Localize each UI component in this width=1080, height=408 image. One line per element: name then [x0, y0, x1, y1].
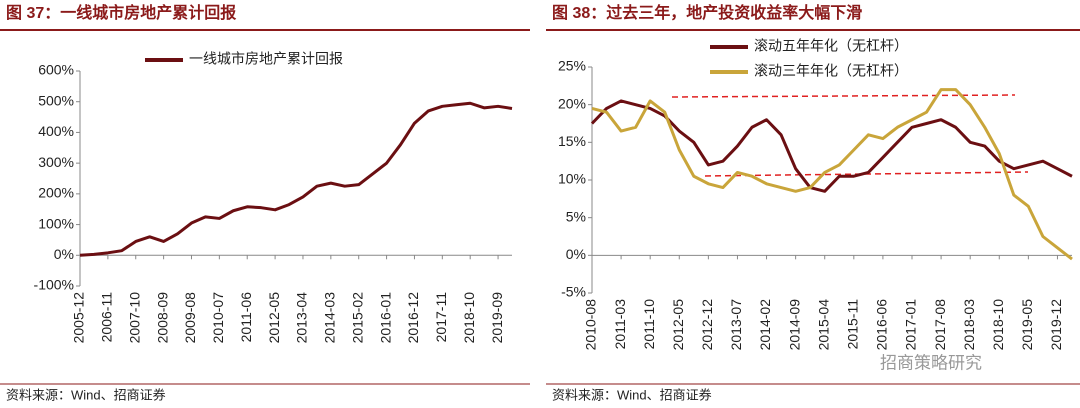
series-line	[590, 99, 1073, 193]
y-tick-label: 400%	[38, 123, 74, 139]
x-tick-label: 2011-10	[641, 299, 657, 350]
watermark: 招商策略研究	[880, 353, 982, 372]
x-tick-label: 2015-11	[845, 299, 861, 350]
x-tick-label: 2013-04	[294, 292, 310, 344]
source: 资料来源：Wind、招商证券	[6, 387, 166, 402]
x-tick-label: 2018-10	[461, 292, 477, 344]
x-tick-label: 2012-12	[699, 299, 715, 351]
y-tick-label: 5%	[566, 208, 586, 224]
x-tick-label: 2019-09	[489, 292, 505, 344]
y-tick-label: 10%	[558, 171, 586, 187]
series-line	[79, 101, 513, 257]
y-tick-label: 100%	[38, 215, 74, 231]
y-tick-label: 600%	[38, 62, 74, 78]
legend-label: 滚动五年年化（无杠杆）	[754, 38, 908, 54]
y-tick-label: -100%	[34, 277, 74, 293]
y-tick-label: 200%	[38, 185, 74, 201]
y-tick-label: 0%	[54, 246, 74, 262]
series-line	[591, 88, 1073, 261]
legend-label: 滚动三年年化（无杠杆）	[754, 63, 908, 79]
y-tick-label: 0%	[566, 246, 586, 262]
x-tick-label: 2013-07	[728, 299, 744, 351]
x-tick-label: 2008-09	[154, 292, 170, 344]
x-tick-label: 2009-08	[182, 292, 198, 344]
y-tick-label: 25%	[558, 58, 586, 74]
x-tick-label: 2014-02	[757, 299, 773, 351]
x-tick-label: 2012-05	[670, 299, 686, 351]
trend-line	[671, 94, 1016, 98]
y-tick-label: -5%	[561, 284, 586, 300]
x-tick-label: 2012-05	[266, 292, 282, 344]
chart-title: 图 38：过去三年，地产投资收益率大幅下滑	[552, 3, 862, 22]
chart-title: 图 37：一线城市房地产累计回报	[6, 3, 236, 22]
x-tick-label: 2010-07	[210, 292, 226, 344]
legend-label: 一线城市房地产累计回报	[189, 51, 343, 67]
x-tick-label: 2016-01	[377, 292, 393, 344]
x-tick-label: 2015-02	[349, 292, 365, 344]
y-tick-label: 300%	[38, 154, 74, 170]
x-tick-label: 2016-12	[405, 292, 421, 344]
x-tick-label: 2016-06	[874, 299, 890, 351]
y-tick-label: 20%	[558, 95, 586, 111]
x-tick-label: 2017-11	[433, 292, 449, 343]
x-tick-label: 2014-09	[786, 299, 802, 351]
source: 资料来源：Wind、招商证券	[552, 387, 712, 402]
x-tick-label: 2019-12	[1048, 299, 1064, 351]
x-tick-label: 2007-10	[126, 292, 142, 344]
y-tick-label: 500%	[38, 92, 74, 108]
x-tick-label: 2017-01	[903, 299, 919, 351]
x-tick-label: 2015-04	[815, 299, 831, 351]
x-tick-label: 2018-10	[990, 299, 1006, 351]
x-tick-label: 2011-03	[612, 299, 628, 350]
x-tick-label: 2017-08	[932, 299, 948, 351]
y-tick-label: 15%	[558, 133, 586, 149]
x-tick-label: 2010-08	[583, 299, 599, 351]
x-tick-label: 2006-11	[99, 292, 115, 343]
x-tick-label: 2019-05	[1019, 299, 1035, 351]
x-tick-label: 2005-12	[71, 292, 87, 344]
x-tick-label: 2014-03	[322, 292, 338, 344]
x-tick-label: 2011-06	[238, 292, 254, 343]
x-tick-label: 2018-03	[961, 299, 977, 351]
